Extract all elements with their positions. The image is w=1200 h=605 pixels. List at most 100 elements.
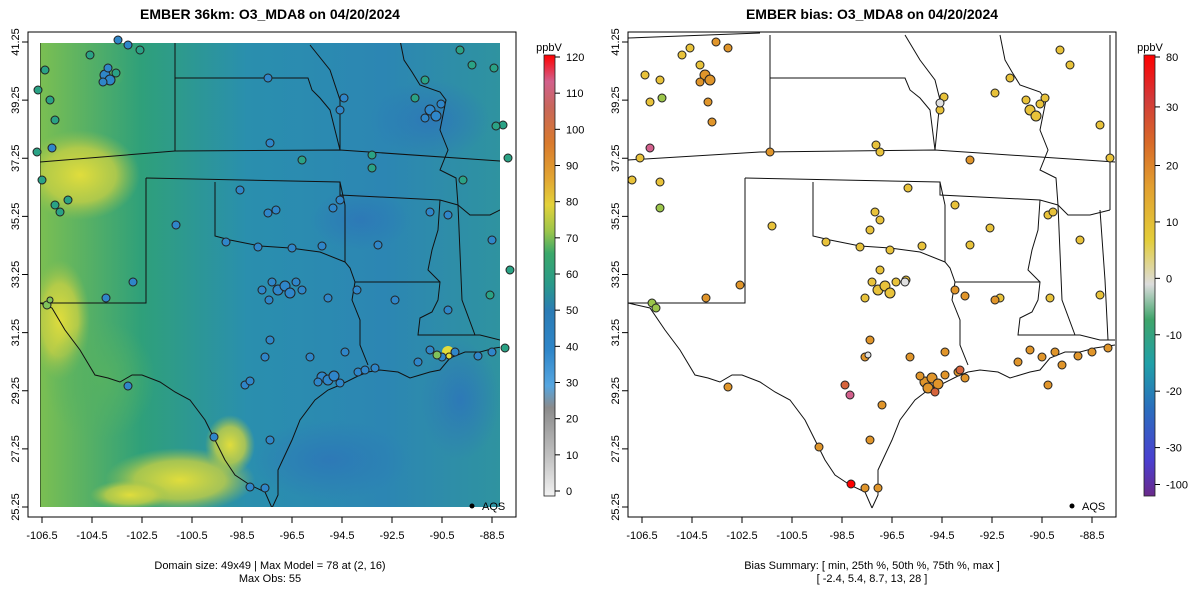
station-marker — [877, 400, 887, 410]
station-marker — [340, 347, 350, 357]
station-marker — [871, 140, 881, 150]
station-marker — [335, 105, 345, 115]
station-marker — [821, 237, 831, 247]
station-marker — [915, 371, 925, 381]
right-caption-line2: [ -2.4, 5.4, 8.7, 13, 28 ] — [817, 573, 928, 585]
lon-tick-label: -94.5 — [329, 530, 354, 542]
station-marker — [323, 293, 333, 303]
station-marker — [900, 277, 910, 287]
station-marker — [1050, 347, 1060, 357]
station-marker — [32, 147, 42, 157]
station-marker — [63, 195, 73, 205]
station-marker — [37, 175, 47, 185]
lon-tick-label: -96.5 — [879, 530, 904, 542]
station-marker — [443, 210, 453, 220]
left-colorbar — [543, 54, 556, 497]
right-panel: EMBER bias: O3_MDA8 on 04/20/2024 — [610, 6, 1188, 585]
station-marker — [965, 240, 975, 250]
station-marker — [260, 352, 270, 362]
lat-tick-label: 31.25 — [610, 319, 622, 347]
station-marker — [260, 483, 270, 493]
station-marker — [846, 479, 856, 489]
colorbar-tick-label: 50 — [566, 305, 578, 317]
field-patch-gulf — [250, 420, 410, 500]
lat-tick-label: 27.25 — [10, 435, 22, 463]
station-marker — [1035, 99, 1045, 109]
colorbar-tick-label: -20 — [1166, 386, 1182, 398]
station-marker — [645, 143, 655, 153]
station-marker — [1103, 343, 1113, 353]
station-marker — [875, 215, 885, 225]
station-marker — [85, 50, 95, 60]
station-marker — [865, 435, 875, 445]
station-marker — [101, 293, 111, 303]
lat-tick-label: 41.25 — [10, 28, 22, 56]
station-marker — [209, 432, 219, 442]
station-marker — [814, 442, 824, 452]
station-marker — [677, 50, 687, 60]
station-marker — [930, 387, 940, 397]
station-marker — [685, 43, 695, 53]
lat-tick-label: 33.25 — [10, 261, 22, 289]
station-marker — [990, 295, 1000, 305]
left-legend-dot — [469, 503, 475, 509]
station-marker — [291, 277, 301, 287]
field-patch-mo — [370, 80, 490, 160]
lon-tick-label: -94.5 — [929, 530, 954, 542]
left-caption-line1: Domain size: 49x49 | Max Model = 78 at (… — [154, 560, 385, 572]
station-marker — [473, 351, 483, 361]
station-marker — [367, 163, 377, 173]
colorbar-tick-label: 0 — [1166, 273, 1172, 285]
station-marker — [410, 93, 420, 103]
station-marker — [430, 110, 442, 122]
station-marker — [263, 208, 273, 218]
station-marker — [990, 88, 1000, 98]
colorbar-tick-label: 80 — [566, 197, 578, 209]
field-patch-bigbend — [45, 320, 155, 440]
station-marker — [47, 143, 57, 153]
station-marker — [271, 205, 281, 215]
right-caption-line1: Bias Summary: [ min, 25th %, 50th %, 75t… — [744, 560, 1000, 572]
station-marker — [657, 93, 667, 103]
lon-tick-label: -104.5 — [76, 530, 107, 542]
station-marker — [360, 365, 370, 375]
colorbar-tick-label: 10 — [566, 450, 578, 462]
station-marker — [635, 153, 645, 163]
station-marker — [960, 373, 970, 383]
station-marker — [390, 295, 400, 305]
colorbar-tick-label: 80 — [1166, 52, 1178, 64]
station-marker — [884, 287, 896, 299]
station-marker — [865, 225, 875, 235]
left-colorbar-ticks: 0 10 20 30 40 50 60 70 80 90 100 110 120 — [555, 52, 584, 498]
right-title: EMBER bias: O3_MDA8 on 04/20/2024 — [746, 6, 998, 22]
station-marker — [704, 74, 716, 86]
station-marker — [905, 352, 915, 362]
station-marker — [723, 43, 733, 53]
colorbar-tick-label: 40 — [566, 341, 578, 353]
station-marker — [1043, 380, 1053, 390]
station-marker — [335, 195, 345, 205]
station-marker — [1057, 360, 1067, 370]
station-marker — [870, 207, 880, 217]
station-marker — [1073, 351, 1083, 361]
station-marker — [284, 287, 296, 299]
station-marker — [860, 483, 870, 493]
station-marker — [253, 242, 263, 252]
station-marker — [503, 153, 513, 163]
lon-tick-label: -98.5 — [829, 530, 854, 542]
station-marker — [950, 200, 960, 210]
station-marker — [297, 285, 307, 295]
station-marker — [1095, 290, 1105, 300]
station-marker — [707, 117, 717, 127]
station-marker — [627, 175, 637, 185]
colorbar-tick-label: -100 — [1166, 479, 1188, 491]
station-marker — [135, 45, 145, 55]
station-marker — [235, 185, 245, 195]
station-marker — [221, 237, 231, 247]
station-marker — [865, 335, 875, 345]
station-marker — [420, 75, 430, 85]
station-marker — [711, 37, 721, 47]
right-stations — [627, 37, 1115, 493]
station-marker — [317, 241, 327, 251]
station-marker — [245, 482, 255, 492]
